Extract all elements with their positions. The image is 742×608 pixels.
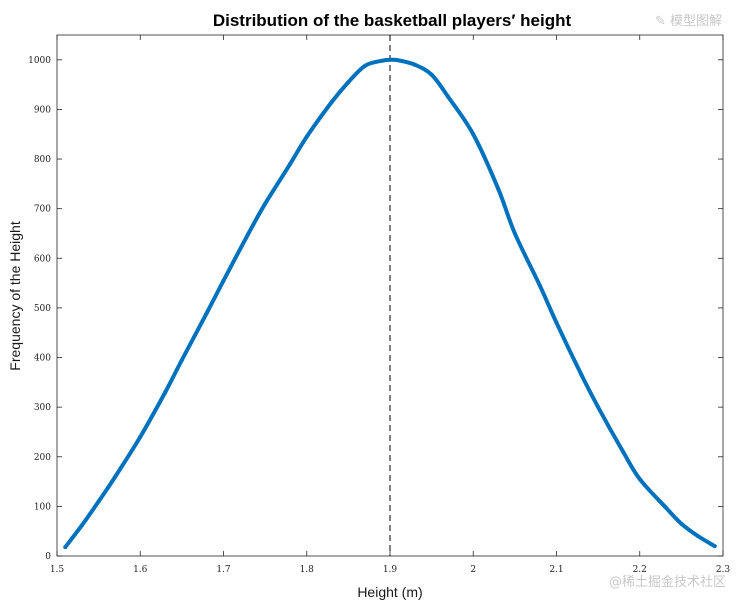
x-tick-label: 2.1: [549, 565, 563, 575]
x-tick-label: 1.8: [300, 565, 315, 575]
data-point: [712, 544, 717, 549]
data-point: [637, 477, 642, 482]
data-point: [163, 390, 168, 395]
data-point: [471, 132, 476, 137]
data-point: [512, 231, 517, 236]
data-point: [596, 405, 601, 410]
data-point: [621, 449, 626, 454]
data-point: [204, 310, 209, 315]
data-point: [412, 62, 417, 67]
y-tick-label: 900: [34, 105, 51, 115]
watermark-bottom: @稀土掘金技术社区: [609, 574, 726, 590]
data-point: [662, 504, 667, 509]
x-axis-label: Height (m): [357, 584, 422, 600]
series-points: [63, 57, 717, 550]
y-axis-label: Frequency of the Height: [7, 221, 23, 371]
y-tick-label: 1000: [28, 56, 51, 66]
chart-title: Distribution of the basketball players′ …: [213, 11, 572, 30]
data-point: [446, 95, 451, 100]
data-point: [363, 63, 368, 68]
data-point: [329, 99, 334, 104]
x-tick-label: 1.5: [50, 565, 65, 575]
data-point: [179, 358, 184, 363]
y-tick-label: 800: [34, 155, 51, 165]
data-point: [304, 134, 309, 139]
watermark-top: ✎ 模型图解: [655, 14, 722, 29]
data-point: [288, 162, 293, 167]
y-tick-label: 100: [34, 502, 51, 512]
y-tick-label: 600: [34, 254, 51, 264]
data-point: [679, 521, 684, 526]
data-point: [113, 474, 118, 479]
data-point: [579, 372, 584, 377]
data-point: [696, 534, 701, 539]
data-point: [379, 58, 384, 63]
y-tick-label: 500: [34, 304, 51, 314]
data-point: [263, 201, 268, 206]
x-tick-label: 1.6: [133, 565, 148, 575]
data-point: [96, 499, 101, 504]
x-tick-label: 1.9: [383, 565, 398, 575]
data-point: [63, 545, 68, 550]
x-tick-label: 2.2: [633, 565, 647, 575]
data-point: [221, 278, 226, 283]
y-tick-label: 0: [45, 552, 51, 562]
data-point: [346, 80, 351, 85]
data-point: [496, 186, 501, 191]
data-point: [79, 523, 84, 528]
data-point: [554, 320, 559, 325]
data-point: [396, 58, 401, 63]
x-tick-label: 2: [470, 565, 476, 575]
x-tick-label: 2.3: [716, 565, 731, 575]
data-point: [246, 231, 251, 236]
y-ticks: 0 100 200 300 400 500 600 700 800 900 1000: [28, 56, 723, 562]
y-tick-label: 700: [34, 205, 51, 215]
y-tick-label: 200: [34, 453, 51, 463]
y-tick-label: 300: [34, 403, 51, 413]
y-tick-label: 400: [34, 354, 51, 364]
data-point: [138, 434, 143, 439]
x-tick-label: 1.7: [216, 565, 231, 575]
data-point: [429, 72, 434, 77]
x-ticks: 1.5 1.6 1.7 1.8 1.9 2 2.1 2.2 2.3: [50, 35, 731, 575]
data-point: [537, 283, 542, 288]
data-point: [388, 57, 392, 62]
